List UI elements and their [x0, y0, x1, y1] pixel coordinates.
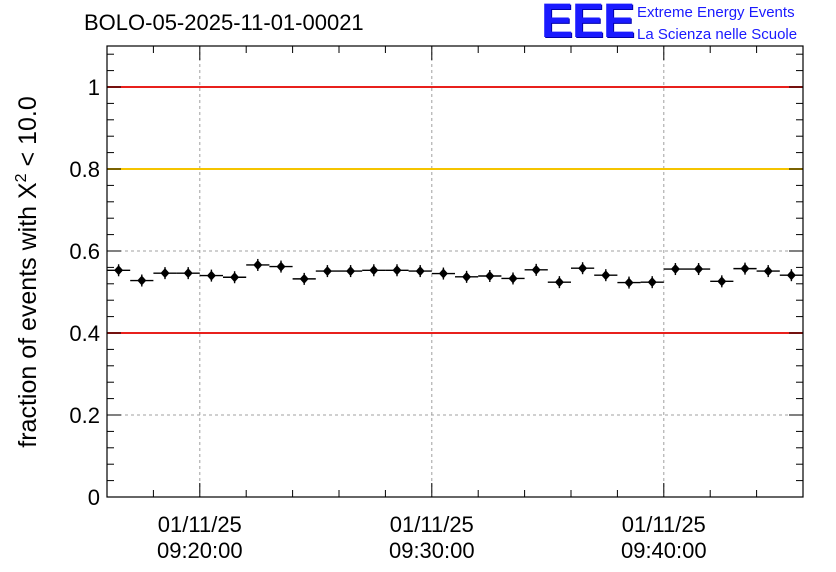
logo-line-1: Extreme Energy Events: [637, 4, 795, 21]
data-point: [455, 270, 479, 283]
data-point: [153, 267, 177, 280]
data-point-marker: [114, 265, 124, 276]
x-tick-label-time: 09:40:00: [621, 538, 707, 563]
data-point: [478, 270, 502, 283]
data-point-marker: [485, 271, 495, 282]
data-point-marker: [230, 272, 240, 283]
data-point-marker: [253, 259, 263, 270]
data-point: [339, 265, 363, 278]
data-point-marker: [578, 263, 588, 274]
data-point: [524, 263, 548, 276]
y-tick-label: 0: [88, 485, 100, 510]
data-point: [176, 267, 200, 280]
data-point-marker: [322, 266, 332, 277]
data-point: [408, 265, 432, 278]
x-tick-label-time: 09:20:00: [157, 538, 243, 563]
y-tick-label: 0.8: [69, 157, 100, 182]
eee-logo-mark: EEE: [541, 0, 635, 48]
data-point-marker: [438, 268, 448, 279]
data-point-marker: [369, 265, 379, 276]
data-point: [617, 276, 641, 289]
data-point-marker: [647, 277, 657, 288]
data-point: [640, 276, 664, 289]
chart-title: BOLO-05-2025-11-01-00021: [84, 10, 364, 35]
data-point-marker: [531, 264, 541, 275]
y-axis-label: fraction of events with X2 < 10.0: [13, 96, 42, 447]
data-point: [594, 269, 618, 282]
data-point: [571, 262, 595, 275]
data-point-marker: [206, 270, 216, 281]
data-point-marker: [392, 265, 402, 276]
data-point: [547, 276, 571, 289]
y-tick-label: 0.2: [69, 403, 100, 428]
data-point: [687, 263, 711, 276]
data-point-marker: [601, 270, 611, 281]
data-point: [431, 267, 455, 280]
plot-frame: [106, 45, 804, 498]
data-point-marker: [717, 276, 727, 287]
x-tick-label-date: 01/11/25: [622, 512, 706, 537]
data-point: [292, 272, 316, 285]
data-point-marker: [299, 273, 309, 284]
data-point: [130, 274, 154, 287]
data-point: [199, 269, 223, 282]
y-tick-label: 1: [88, 75, 100, 100]
y-tick-label: 0.4: [69, 321, 100, 346]
data-point: [223, 271, 247, 284]
data-point: [107, 264, 131, 277]
x-tick-label-date: 01/11/25: [390, 512, 474, 537]
data-point-marker: [786, 270, 796, 281]
data-point-marker: [763, 266, 773, 277]
logo-line-2: La Scienza nelle Scuole: [637, 26, 798, 43]
data-point-marker: [346, 266, 356, 277]
data-point: [733, 262, 757, 275]
data-point: [315, 265, 339, 278]
x-tick-label-date: 01/11/25: [158, 512, 242, 537]
data-point: [362, 264, 386, 277]
data-point: [779, 269, 803, 282]
data-point: [269, 260, 293, 273]
data-point: [501, 272, 525, 285]
data-point-marker: [670, 264, 680, 275]
data-point-marker: [508, 273, 518, 284]
data-point: [663, 263, 687, 276]
x-tick-label-time: 09:30:00: [389, 538, 475, 563]
data-point-marker: [160, 268, 170, 279]
data-point: [246, 258, 270, 271]
data-point-marker: [183, 268, 193, 279]
data-point: [756, 265, 780, 278]
data-point-marker: [694, 264, 704, 275]
data-point-marker: [740, 263, 750, 274]
eee-logo: EEE Extreme Energy Events La Scienza nel…: [541, 0, 831, 48]
data-point: [385, 264, 409, 277]
data-point: [710, 275, 734, 288]
data-point-marker: [462, 271, 472, 282]
y-tick-label: 0.6: [69, 239, 100, 264]
data-point-marker: [137, 275, 147, 286]
data-point-marker: [554, 277, 564, 288]
data-point-marker: [276, 261, 286, 272]
data-point-marker: [415, 266, 425, 277]
data-point-marker: [624, 277, 634, 288]
